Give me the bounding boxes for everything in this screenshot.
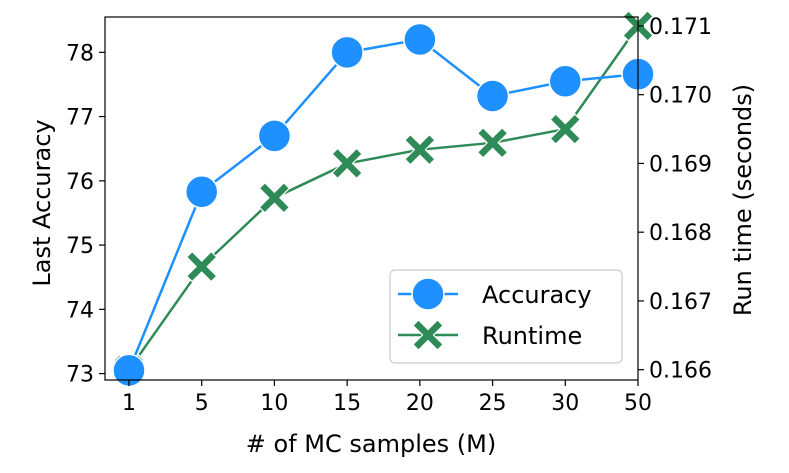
runtime-point xyxy=(404,133,436,166)
x-tick-label: 25 xyxy=(479,391,507,416)
left-y-axis-title: Last Accuracy xyxy=(28,119,56,286)
accuracy-point xyxy=(184,175,219,209)
accuracy-point xyxy=(257,119,292,153)
accuracy-point xyxy=(475,79,510,113)
runtime-point xyxy=(331,147,363,180)
series-layer xyxy=(112,10,655,388)
x-tick-label: 50 xyxy=(624,391,652,416)
x-tick-label: 10 xyxy=(260,391,288,416)
runtime-point xyxy=(185,250,218,283)
legend: Accuracy Runtime xyxy=(389,269,623,364)
right-y-tick-label: 0.168 xyxy=(649,221,712,246)
accuracy-point xyxy=(112,353,146,388)
x-tick-label: 15 xyxy=(333,391,361,416)
left-y-tick-label: 75 xyxy=(66,234,94,259)
x-tick-label: 5 xyxy=(195,391,209,416)
right-y-tick-label: 0.170 xyxy=(649,84,712,109)
left-y-tick-label: 77 xyxy=(66,106,94,131)
accuracy-point xyxy=(548,64,583,98)
left-y-tick-label: 78 xyxy=(66,41,94,66)
right-y-tick-label: 0.166 xyxy=(649,359,712,384)
runtime-point xyxy=(476,126,509,159)
x-tick-label: 30 xyxy=(551,391,579,416)
right-y-tick-label: 0.169 xyxy=(649,152,712,177)
x-axis-title: # of MC samples (M) xyxy=(246,430,496,458)
accuracy-point xyxy=(403,22,437,57)
x-tick-label: 20 xyxy=(406,391,434,416)
legend-accuracy-marker xyxy=(411,277,445,311)
legend-accuracy-label: Accuracy xyxy=(482,281,592,309)
accuracy-point xyxy=(330,35,364,70)
left-y-tick-label: 73 xyxy=(66,363,94,388)
right-y-axis-title: Run time (seconds) xyxy=(729,84,757,316)
legend-runtime-marker xyxy=(412,319,444,351)
axes-layer: 1 5 10 15 20 25 30 507374757677780.1660.1670.16… xyxy=(66,15,712,416)
plot-frame xyxy=(104,16,639,381)
right-y-tick-label: 0.167 xyxy=(649,290,712,315)
right-y-tick-label: 0.171 xyxy=(649,15,712,40)
left-y-tick-label: 74 xyxy=(66,298,94,323)
runtime-point xyxy=(258,181,291,214)
x-tick-label: 1 xyxy=(122,391,136,416)
runtime-point xyxy=(549,113,582,145)
left-y-tick-label: 76 xyxy=(66,170,94,195)
legend-runtime-label: Runtime xyxy=(482,322,582,350)
